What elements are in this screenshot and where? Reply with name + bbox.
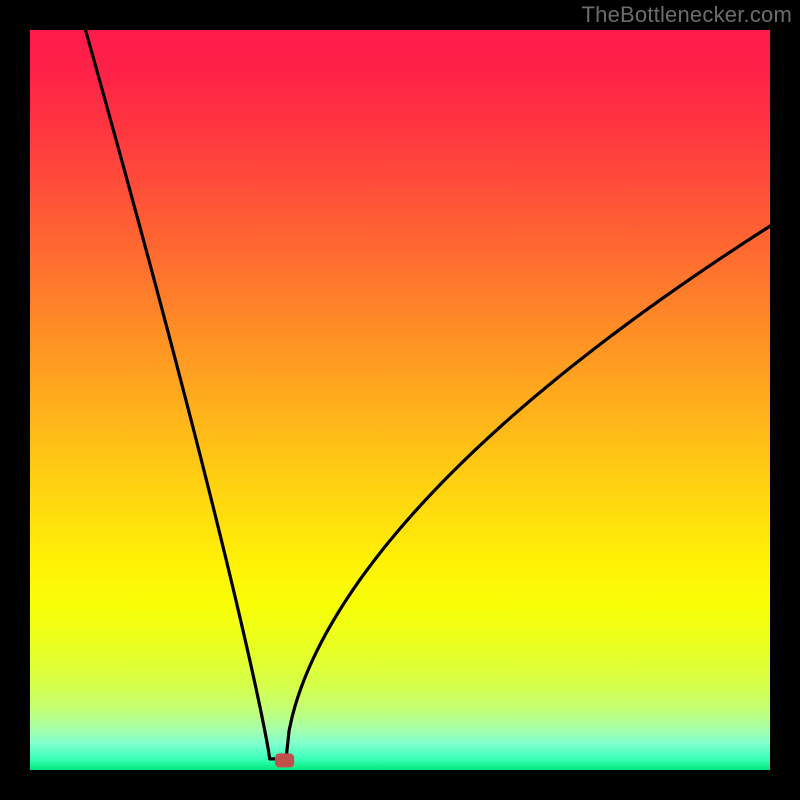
- chart-background: [30, 30, 770, 770]
- bottleneck-chart: [30, 30, 770, 770]
- watermark-text: TheBottlenecker.com: [582, 2, 792, 28]
- optimal-point-marker: [275, 753, 294, 767]
- chart-container: TheBottlenecker.com: [0, 0, 800, 800]
